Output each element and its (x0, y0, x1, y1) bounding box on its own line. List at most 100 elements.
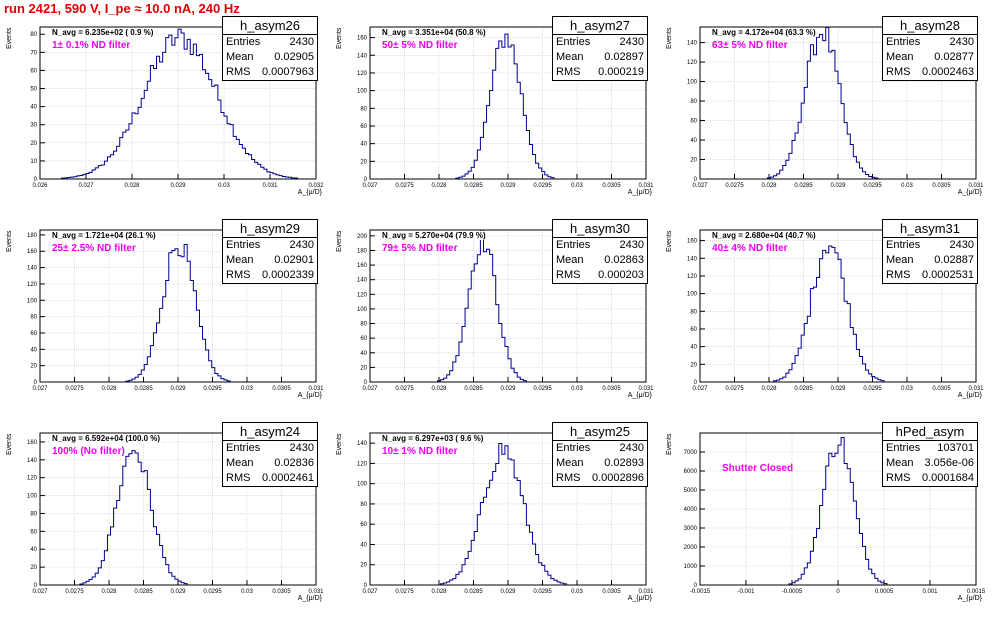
y-tick-label: 60 (30, 68, 37, 74)
x-axis-label: A_{μ/D} (297, 189, 322, 196)
x-tick-label: 0.0305 (602, 183, 621, 189)
x-axis-label: A_{μ/D} (297, 595, 322, 602)
stat-entries-label: Entries (556, 442, 591, 454)
y-tick-label: 120 (687, 274, 698, 280)
x-axis-label: A_{μ/D} (957, 595, 982, 602)
y-tick-label: 40 (360, 142, 367, 148)
y-tick-label: 140 (687, 41, 698, 47)
y-tick-label: 0 (364, 177, 368, 183)
y-tick-label: 100 (357, 482, 368, 488)
stat-entries-label: Entries (886, 442, 921, 454)
x-tick-label: 0.03 (901, 183, 913, 189)
y-axis-label: Events (666, 27, 673, 49)
y-tick-label: 160 (357, 263, 368, 269)
stat-rms-label: RMS (556, 269, 581, 281)
stat-mean-label: Mean (226, 457, 254, 469)
x-tick-label: 0.03 (571, 386, 583, 392)
x-tick-label: 0.028 (761, 183, 777, 189)
stat-entries-value: 2430 (289, 36, 314, 48)
y-tick-label: 60 (30, 331, 37, 337)
x-tick-label: 0.0275 (395, 386, 414, 392)
y-tick-label: 120 (357, 71, 368, 77)
x-tick-label: 0.027 (32, 386, 48, 392)
y-tick-label: 40 (30, 547, 37, 553)
x-tick-label: 0.0305 (932, 183, 951, 189)
x-tick-label: -0.001 (737, 589, 755, 595)
y-axis-label: Events (666, 230, 673, 252)
y-tick-label: 120 (357, 461, 368, 467)
navg-label: N_avg = 6.235e+02 ( 0.9 %) (50, 28, 156, 37)
stats-box: h_asym30 Entries 2430 Mean 0.02863 RMS 0.00020… (552, 219, 648, 284)
y-axis-label: Events (336, 230, 343, 252)
histogram-svg: 0.027 0.0275 0.028 0.0285 0.029 0.0295 0.03 0.0… (357, 432, 654, 595)
x-tick-label: 0.029 (500, 589, 516, 595)
y-tick-label: 20 (30, 141, 37, 147)
y-axis-label: Events (6, 27, 13, 49)
stats-box: h_asym27 Entries 2430 Mean 0.02897 RMS 0.00021… (552, 16, 648, 81)
histogram-pad: 0.027 0.0275 0.028 0.0285 0.029 0.0295 0.03 0.0… (6, 422, 324, 602)
navg-label: N_avg = 2.680e+04 (40.7 %) (710, 231, 818, 240)
stat-mean-label: Mean (226, 51, 254, 63)
y-tick-label: 7000 (684, 450, 698, 456)
x-tick-label: 0.0305 (272, 589, 291, 595)
x-tick-label: 0.031 (308, 589, 324, 595)
y-tick-label: 140 (357, 441, 368, 447)
x-tick-label: 0.027 (362, 386, 378, 392)
stat-rms-label: RMS (226, 269, 251, 281)
y-tick-label: 20 (360, 159, 367, 165)
stat-mean-value: 0.02897 (604, 51, 644, 63)
y-tick-label: 140 (27, 458, 38, 464)
histogram-title: h_asym28 (883, 17, 977, 35)
stat-rms-label: RMS (556, 66, 581, 78)
x-tick-label: 0.0305 (932, 386, 951, 392)
y-axis-label: Events (6, 230, 13, 252)
stat-mean-row: Mean 0.02905 (223, 50, 317, 65)
y-tick-label: 40 (690, 345, 697, 351)
stat-rms-row: RMS 0.000203 (553, 268, 647, 283)
y-tick-label: 120 (27, 476, 38, 482)
x-tick-label: 0.03 (571, 183, 583, 189)
y-tick-label: 1000 (684, 564, 698, 570)
x-tick-label: 0.032 (308, 183, 324, 189)
x-tick-label: 0.0305 (602, 589, 621, 595)
stat-rms-value: 0.000203 (598, 269, 644, 281)
stat-mean-label: Mean (556, 457, 584, 469)
stat-mean-value: 0.02836 (274, 457, 314, 469)
x-tick-label: 0.0285 (464, 183, 483, 189)
stat-entries-value: 2430 (949, 239, 974, 251)
y-tick-label: 80 (30, 32, 37, 38)
y-tick-label: 0 (34, 583, 38, 589)
histogram-svg: 0.027 0.0275 0.028 0.0285 0.029 0.0295 0.03 0.0… (687, 26, 984, 189)
x-tick-label: 0.03 (241, 386, 253, 392)
histogram-pad: 0.027 0.0275 0.028 0.0285 0.029 0.0295 0.03 0.0… (666, 16, 984, 196)
x-tick-label: 0.0275 (65, 589, 84, 595)
x-tick-label: 0.028 (431, 386, 447, 392)
y-tick-label: 80 (30, 315, 37, 321)
stats-box: h_asym24 Entries 2430 Mean 0.02836 RMS 0.00024… (222, 422, 318, 487)
stat-entries-row: Entries 2430 (883, 238, 977, 253)
y-tick-label: 40 (360, 351, 367, 357)
stat-entries-value: 2430 (289, 442, 314, 454)
x-tick-label: 0.0295 (533, 386, 552, 392)
x-tick-label: 0.028 (431, 589, 447, 595)
histogram-pad: 0.026 0.027 0.028 0.029 0.03 0.031 0.032 0 10 20 3… (6, 16, 324, 196)
x-tick-label: 0.0295 (203, 386, 222, 392)
y-tick-label: 20 (360, 365, 367, 371)
stat-entries-value: 103701 (937, 442, 974, 454)
stat-mean-row: Mean 0.02887 (883, 253, 977, 268)
x-tick-label: 0.028 (431, 183, 447, 189)
x-tick-label: 0.0275 (725, 386, 744, 392)
stat-entries-label: Entries (226, 36, 261, 48)
x-tick-label: 0.029 (170, 589, 186, 595)
stat-entries-row: Entries 2430 (223, 441, 317, 456)
navg-label: N_avg = 5.270e+04 (79.9 %) (380, 231, 488, 240)
y-tick-label: 70 (30, 50, 37, 56)
histogram-pad: 0.027 0.0275 0.028 0.0285 0.029 0.0295 0.03 0.0… (336, 219, 654, 399)
x-tick-label: 0.0275 (65, 386, 84, 392)
y-tick-label: 60 (690, 119, 697, 125)
stat-rms-row: RMS 0.0002531 (883, 268, 977, 283)
x-tick-label: 0.026 (32, 183, 48, 189)
y-tick-label: 80 (30, 511, 37, 517)
stat-entries-label: Entries (226, 239, 261, 251)
stat-rms-row: RMS 0.0007963 (223, 65, 317, 80)
